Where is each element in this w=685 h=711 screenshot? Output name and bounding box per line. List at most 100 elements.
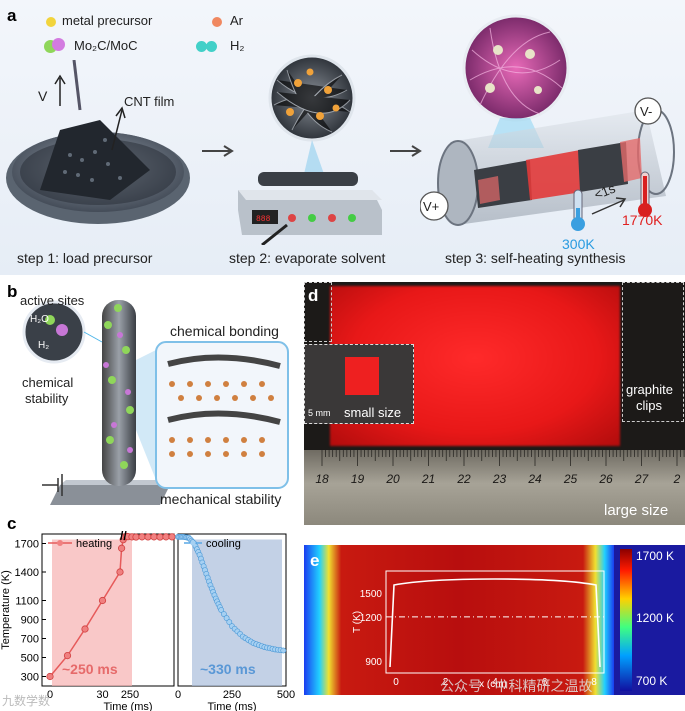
- y-axis-label: Temperature (K): [0, 570, 12, 649]
- y-tick-label: 700: [21, 634, 39, 646]
- profile-x-tick-label: 8: [591, 677, 597, 688]
- small-film: [345, 357, 379, 395]
- profile-x-label: x (cm): [479, 679, 507, 690]
- axis-break-mark: //: [120, 529, 127, 543]
- thermal-map: [304, 545, 614, 695]
- heating-point: [98, 596, 107, 605]
- ruler-label: 19: [351, 472, 365, 486]
- profile-curve: [389, 578, 601, 668]
- step3-label: step 3: self-heating synthesis: [445, 250, 626, 266]
- large-size-label: large size: [604, 502, 669, 519]
- heating-x-tick-label: 0: [47, 689, 53, 701]
- mo2c-dot-pink: [52, 38, 65, 51]
- heating-point: [144, 533, 152, 541]
- panel-e: e 1700 K 1200 K 700 K 1500 1200 900 0 2 4 6 8 T …: [304, 545, 685, 695]
- v-minus-label: V-: [640, 104, 653, 119]
- y-tick-label: 900: [21, 615, 39, 627]
- temperature-profile-plot: 1500 1200 900 0 2 4 6 8 T (K) x (cm): [352, 570, 605, 690]
- h2-dot-2: [206, 41, 217, 52]
- scale-bar-label: 5 mm: [308, 408, 331, 418]
- profile-y-tick-label: 1500: [360, 589, 383, 600]
- colorbar-tick-low: 700 K: [636, 674, 668, 688]
- profile-y-tick-label: 1200: [360, 613, 383, 624]
- chemical-stability-2: stability: [25, 391, 69, 406]
- step2-label: step 2: evaporate solvent: [229, 250, 386, 266]
- heating-duration-label: ~250 ms: [62, 661, 118, 677]
- cooling-point: [223, 615, 230, 621]
- profile-x-tick-label: 2: [443, 677, 449, 688]
- inset-small-size: [304, 344, 414, 424]
- temp-low: 300K: [562, 236, 595, 252]
- ruler-label: 20: [385, 472, 400, 486]
- h2-label: H₂: [38, 340, 50, 351]
- heating-point: [138, 533, 146, 541]
- legend-h2: H₂: [230, 38, 245, 53]
- heating-point: [46, 672, 54, 681]
- watermark-left: 九数学数: [2, 694, 51, 708]
- heating-legend-marker: [57, 540, 63, 546]
- profile-x-tick-label: 4: [492, 677, 498, 688]
- heating-shade: [52, 539, 132, 686]
- watermark-right: 公众号 · 中科精研之温故: [440, 678, 593, 694]
- panel-a: a metal precursor Ar Mo₂C/MoC H₂ V CNT f…: [0, 0, 685, 275]
- ruler-label: 23: [492, 472, 507, 486]
- chemical-bonding-label: chemical bonding: [170, 323, 279, 339]
- ruler-label: 24: [527, 472, 542, 486]
- panel-c-label: c: [7, 514, 17, 533]
- ruler: [304, 450, 685, 525]
- legend-metal-precursor: metal precursor: [62, 13, 153, 28]
- v-plus-label: V+: [423, 199, 440, 214]
- small-size-label: small size: [344, 405, 402, 420]
- ruler-ticks: 18 19 20 21 22 23 24 25 26 27 2: [315, 450, 685, 486]
- profile-y-tick-label: 900: [365, 657, 382, 668]
- step3-illustration: [420, 14, 675, 231]
- mechanical-stability-label: mechanical stability: [160, 491, 282, 507]
- cooling-legend-marker: [190, 540, 196, 546]
- cooling-x-tick-label: 0: [175, 689, 181, 701]
- panel-b-label: b: [7, 282, 18, 301]
- heating-point: [63, 652, 72, 660]
- y-tick-label: 1400: [15, 567, 39, 579]
- heating-x-tick-label: 250: [121, 689, 139, 701]
- profile-x-tick-label: 0: [393, 677, 399, 688]
- ruler-label: 25: [563, 472, 578, 486]
- cooling-x-tick-label: 500: [277, 689, 295, 701]
- ruler-label: 18: [315, 472, 329, 486]
- panel-b-illustration: [22, 300, 289, 505]
- h2o-label: H₂O: [30, 314, 49, 325]
- panel-d-label: d: [308, 286, 319, 305]
- svg-text:888: 888: [256, 215, 271, 224]
- heating-point: [118, 544, 126, 552]
- cooling-legend-label: cooling: [206, 538, 241, 550]
- clip-region-left: [304, 282, 332, 342]
- ruler-label: 21: [421, 472, 435, 486]
- arrow-2: [390, 145, 422, 157]
- step2-illustration: 888: [238, 54, 382, 245]
- cooling-point: [280, 647, 287, 654]
- graphite-label-1: graphite: [626, 382, 673, 397]
- step1-label: step 1: load precursor: [17, 250, 153, 266]
- heating-point: [132, 533, 140, 541]
- y-tick-label: 1100: [15, 596, 39, 608]
- heating-point: [162, 533, 170, 541]
- heating-point: [150, 533, 158, 541]
- panel-d: d 5 mm small size graphite clips 18 19 20 2…: [304, 282, 685, 525]
- cooling-point: [226, 619, 233, 626]
- profile-y-label: T (K): [352, 611, 363, 633]
- cooling-x-tick-label: 250: [223, 689, 241, 701]
- ar-dot: [212, 17, 222, 27]
- cnt-film-label: CNT film: [124, 94, 175, 109]
- heating-x-axis-label: Time (ms): [103, 701, 152, 711]
- heating-point: [116, 568, 124, 576]
- ruler-label: 27: [634, 472, 650, 486]
- colorbar: [620, 549, 632, 691]
- y-tick-label: 1700: [15, 539, 39, 551]
- ruler-label: 26: [598, 472, 613, 486]
- legend-mo2c: Mo₂C/MoC: [74, 38, 138, 53]
- arrow-1: [202, 145, 234, 157]
- ruler-label: 2: [673, 472, 681, 486]
- chemical-stability-1: chemical: [22, 375, 74, 390]
- profile-frame: [385, 570, 605, 674]
- step1-illustration: [6, 60, 190, 224]
